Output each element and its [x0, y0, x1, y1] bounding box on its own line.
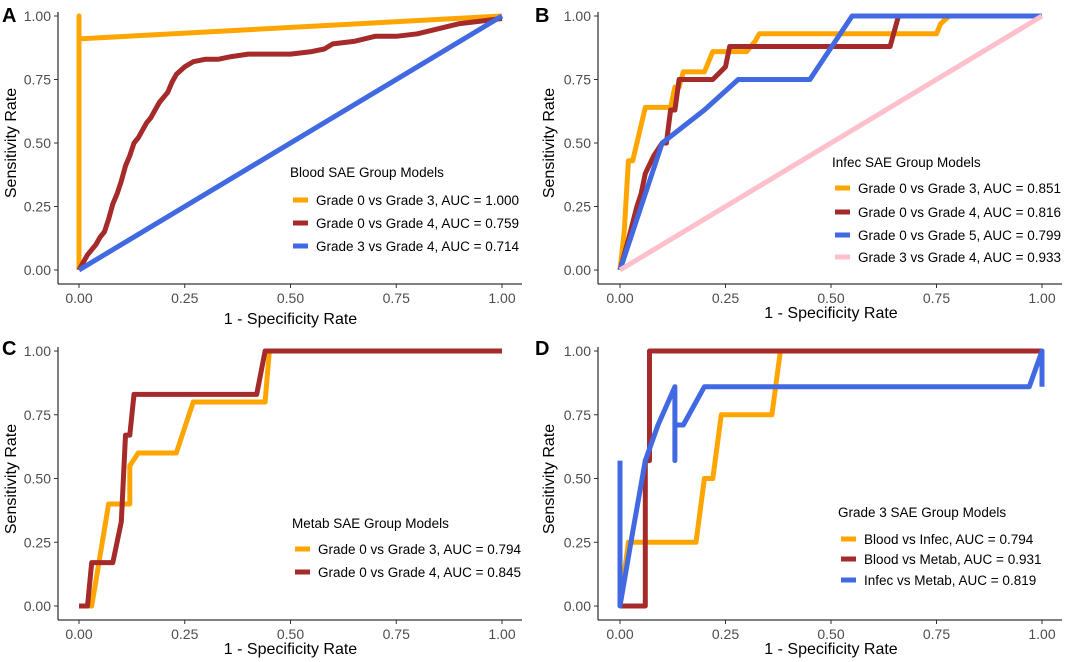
x-axis-title: 1 - Specificity Rate — [224, 641, 357, 658]
legend-title: Infec SAE Group Models — [832, 155, 981, 170]
y-tick-label: 1.00 — [24, 343, 51, 359]
y-tick-label: 0.75 — [564, 72, 591, 88]
y-tick-label: 1.00 — [564, 8, 591, 24]
roc-curve-series-1 — [617, 13, 1042, 271]
panel-letter: B — [535, 5, 549, 27]
y-tick-label: 0.50 — [564, 471, 591, 487]
legend-entry: Grade 0 vs Grade 3, AUC = 1.000 — [316, 193, 519, 208]
y-tick-label: 0.00 — [24, 262, 51, 278]
x-tick-label: 0.25 — [712, 626, 739, 642]
y-tick-label: 0.00 — [24, 598, 51, 614]
y-tick-label: 0.25 — [24, 199, 51, 215]
panel-letter: D — [535, 338, 549, 360]
legend-title: Metab SAE Group Models — [292, 516, 449, 531]
roc-curve-series-2 — [617, 13, 1042, 271]
panel-b: B 0.00 0.25 0.50 0.75 1.00 0.00 0.25 0.50 0.75 1.0… — [535, 5, 1062, 322]
roc-curve-series-2 — [79, 348, 502, 609]
x-tick-label: 1.00 — [1028, 290, 1055, 306]
roc-curve-series-3 — [617, 13, 1042, 271]
legend-entry: Grade 3 vs Grade 4, AUC = 0.714 — [316, 239, 519, 254]
y-axis-title: Sensitivity Rate — [541, 424, 558, 534]
y-tick-label: 0.50 — [24, 471, 51, 487]
legend-entry: Grade 0 vs Grade 4, AUC = 0.759 — [316, 216, 519, 231]
y-tick-label: 1.00 — [564, 343, 591, 359]
y-axis-title: Sensitivity Rate — [3, 88, 20, 198]
roc-curve-series-2 — [76, 16, 503, 272]
x-tick-label: 0.50 — [817, 290, 844, 306]
x-tick-label: 0.25 — [171, 290, 198, 306]
y-tick-label: 0.75 — [24, 407, 51, 423]
y-tick-label: 0.25 — [564, 534, 591, 550]
x-tick-label: 0.50 — [817, 626, 844, 642]
y-axis-title: Sensitivity Rate — [541, 88, 558, 198]
x-tick-label: 1.00 — [1028, 626, 1055, 642]
x-axis-title: 1 - Specificity Rate — [764, 641, 897, 658]
legend-entry: Grade 0 vs Grade 5, AUC = 0.799 — [858, 228, 1061, 243]
legend-entry: Blood vs Infec, AUC = 0.794 — [864, 532, 1034, 547]
x-tick-label: 0.75 — [923, 626, 950, 642]
roc-curve-series-3 — [617, 348, 1045, 609]
x-tick-label: 0.50 — [277, 626, 304, 642]
x-tick-label: 1.00 — [488, 290, 515, 306]
roc-curve-series-3 — [77, 13, 504, 273]
roc-curve-series-1 — [617, 348, 1042, 607]
x-axis-title: 1 - Specificity Rate — [224, 311, 357, 328]
legend-entry: Grade 0 vs Grade 3, AUC = 0.851 — [858, 181, 1061, 196]
x-tick-label: 0.25 — [712, 290, 739, 306]
roc-curve-series-1 — [76, 13, 503, 270]
x-tick-label: 0.00 — [606, 626, 633, 642]
y-axis-title: Sensitivity Rate — [3, 424, 20, 534]
legend-entry: Grade 0 vs Grade 4, AUC = 0.845 — [318, 565, 521, 580]
y-tick-label: 0.00 — [564, 262, 591, 278]
y-tick-label: 1.00 — [24, 8, 51, 24]
x-tick-label: 0.00 — [606, 290, 633, 306]
x-tick-label: 0.75 — [923, 290, 950, 306]
x-tick-label: 0.25 — [171, 626, 198, 642]
y-tick-label: 0.25 — [564, 199, 591, 215]
legend-entry: Blood vs Metab, AUC = 0.931 — [864, 552, 1041, 567]
y-tick-label: 0.25 — [24, 534, 51, 550]
x-tick-label: 1.00 — [488, 626, 515, 642]
panel-a: A 0.00 0.25 0.50 0.75 1.00 0.00 0.25 0.50 0.75 1.0… — [2, 5, 522, 328]
legend-entry: Infec vs Metab, AUC = 0.819 — [864, 573, 1036, 588]
panel-letter: A — [2, 5, 16, 27]
x-tick-label: 0.00 — [65, 290, 92, 306]
x-axis-title: 1 - Specificity Rate — [764, 305, 897, 322]
y-tick-label: 0.75 — [564, 407, 591, 423]
y-tick-label: 0.75 — [24, 72, 51, 88]
y-tick-label: 0.50 — [564, 135, 591, 151]
panel-c: C 0.00 0.25 0.50 0.75 1.00 0.00 0.25 0.50 0.75 1.0… — [2, 338, 522, 658]
legend-entry: Grade 0 vs Grade 4, AUC = 0.816 — [858, 205, 1061, 220]
panel-letter: C — [2, 338, 16, 360]
roc-curve-series-1 — [79, 348, 502, 609]
y-tick-label: 0.50 — [24, 135, 51, 151]
legend-title: Blood SAE Group Models — [290, 165, 444, 180]
roc-curve-series-2 — [620, 348, 1042, 609]
x-tick-label: 0.00 — [65, 626, 92, 642]
legend-title: Grade 3 SAE Group Models — [838, 505, 1006, 520]
x-tick-label: 0.75 — [383, 626, 410, 642]
panel-d: D 0.00 0.25 0.50 0.75 1.00 0.00 0.25 0.50 0.75 1.0… — [535, 338, 1062, 658]
x-tick-label: 0.75 — [383, 290, 410, 306]
legend-entry: Grade 3 vs Grade 4, AUC = 0.933 — [858, 250, 1061, 265]
y-tick-label: 0.00 — [564, 598, 591, 614]
roc-curve-series-4 — [618, 13, 1044, 273]
x-tick-label: 0.50 — [277, 290, 304, 306]
legend-entry: Grade 0 vs Grade 3, AUC = 0.794 — [318, 542, 521, 557]
